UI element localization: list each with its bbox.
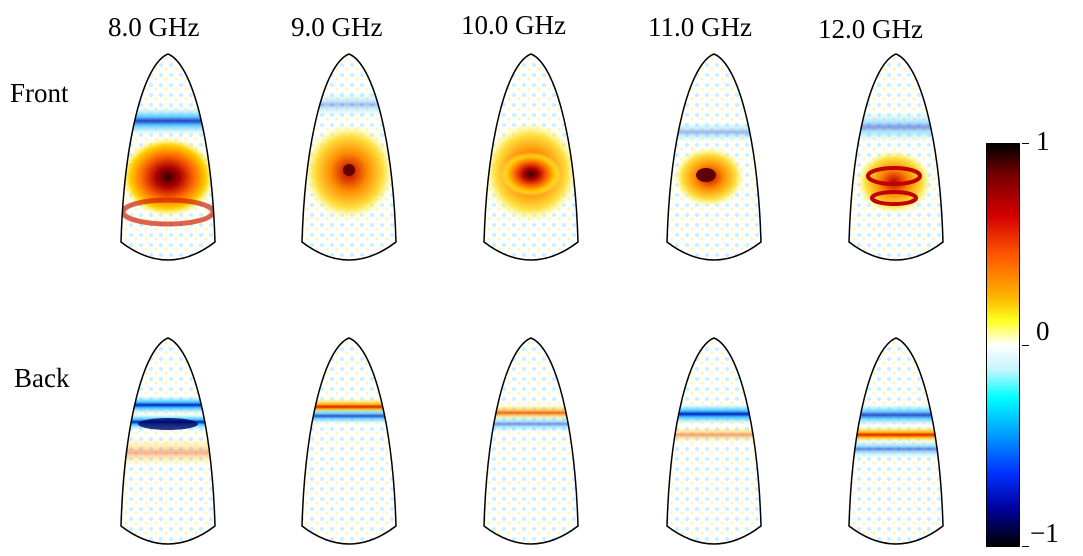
row-label-back: Back bbox=[14, 363, 70, 393]
colorbar bbox=[986, 143, 1020, 547]
freq-label-11ghz: 11.0 GHz bbox=[648, 12, 752, 42]
panel-back-11ghz bbox=[664, 336, 764, 554]
colorbar-label-min: −1 bbox=[1030, 518, 1059, 548]
panel-back-10ghz bbox=[481, 336, 581, 554]
freq-label-12ghz: 12.0 GHz bbox=[818, 14, 923, 44]
colorbar-label-max: 1 bbox=[1036, 126, 1050, 156]
panel-front-10ghz bbox=[481, 52, 581, 270]
panel-front-9ghz bbox=[299, 52, 399, 270]
freq-label-8ghz: 8.0 GHz bbox=[108, 12, 200, 42]
colorbar-tick-max bbox=[1022, 143, 1029, 144]
colorbar-label-mid: 0 bbox=[1036, 316, 1050, 346]
panel-front-11ghz bbox=[664, 52, 764, 270]
panel-front-12ghz bbox=[846, 52, 946, 270]
panel-back-8ghz bbox=[118, 336, 218, 554]
freq-label-9ghz: 9.0 GHz bbox=[291, 12, 383, 42]
panel-back-12ghz bbox=[846, 336, 946, 554]
freq-label-10ghz: 10.0 GHz bbox=[461, 10, 566, 40]
panel-front-8ghz bbox=[118, 52, 218, 270]
colorbar-tick-mid bbox=[1022, 345, 1029, 346]
panel-back-9ghz bbox=[299, 336, 399, 554]
colorbar-tick-min bbox=[1022, 546, 1029, 547]
row-label-front: Front bbox=[10, 78, 69, 108]
